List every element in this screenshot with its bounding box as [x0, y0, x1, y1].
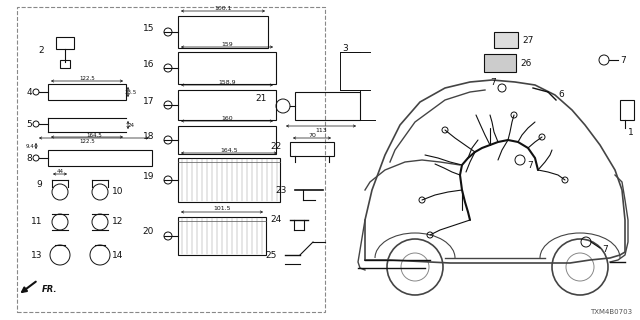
Text: 15: 15	[143, 23, 154, 33]
Bar	[17, 7, 325, 312]
Text: 4: 4	[26, 87, 32, 97]
Text: 5: 5	[26, 119, 32, 129]
Text: 160: 160	[221, 116, 233, 121]
Bar	[295, 92, 360, 120]
Text: 9.4: 9.4	[26, 143, 35, 148]
Text: 7: 7	[527, 161, 532, 170]
Text: 12: 12	[112, 218, 124, 227]
Text: 14: 14	[112, 251, 124, 260]
Text: 100.1: 100.1	[214, 5, 232, 11]
Text: 159: 159	[221, 42, 233, 46]
Bar	[178, 16, 268, 48]
Bar	[178, 126, 276, 154]
Bar	[290, 142, 334, 156]
Text: 21: 21	[255, 93, 267, 102]
Text: 22: 22	[271, 141, 282, 150]
Text: 26: 26	[520, 59, 531, 68]
Text: 3: 3	[342, 44, 348, 52]
Bar	[620, 100, 634, 120]
Text: 7: 7	[490, 77, 496, 86]
Bar	[178, 52, 276, 84]
Text: 18: 18	[143, 132, 154, 140]
Text: 2: 2	[38, 45, 44, 54]
Bar	[48, 84, 126, 100]
Bar	[484, 54, 516, 72]
Text: 10: 10	[112, 188, 124, 196]
Text: 158.9: 158.9	[218, 79, 236, 84]
Text: 113: 113	[315, 127, 327, 132]
Text: 24: 24	[127, 123, 134, 127]
Text: 24: 24	[271, 215, 282, 225]
Text: TXM4B0703: TXM4B0703	[590, 309, 632, 315]
Text: 13: 13	[31, 251, 42, 260]
Text: 44: 44	[56, 169, 63, 173]
Bar	[178, 90, 276, 120]
Text: 8: 8	[26, 154, 32, 163]
Text: 16: 16	[143, 60, 154, 68]
Bar	[178, 158, 280, 202]
Text: 19: 19	[143, 172, 154, 180]
Text: 27: 27	[522, 36, 533, 44]
Text: 9: 9	[36, 180, 42, 188]
Bar	[178, 217, 266, 255]
Text: 122.5: 122.5	[79, 139, 95, 143]
Text: 11: 11	[31, 218, 42, 227]
Text: 7: 7	[620, 55, 626, 65]
Bar	[56, 37, 74, 49]
Text: 164.5: 164.5	[86, 132, 102, 138]
Bar	[48, 150, 152, 166]
Text: 33.5: 33.5	[125, 90, 137, 94]
Text: 101.5: 101.5	[213, 206, 231, 212]
Text: 70: 70	[308, 132, 316, 138]
Text: 7: 7	[602, 245, 608, 254]
Text: 20: 20	[143, 228, 154, 236]
Text: 25: 25	[266, 251, 277, 260]
Bar	[60, 60, 70, 68]
Bar	[494, 32, 518, 48]
Text: 164.5: 164.5	[220, 148, 238, 153]
Text: 6: 6	[558, 90, 564, 99]
Text: 23: 23	[276, 186, 287, 195]
Text: 1: 1	[628, 127, 634, 137]
Text: 122.5: 122.5	[79, 76, 95, 81]
Text: FR.: FR.	[42, 285, 58, 294]
Text: 17: 17	[143, 97, 154, 106]
